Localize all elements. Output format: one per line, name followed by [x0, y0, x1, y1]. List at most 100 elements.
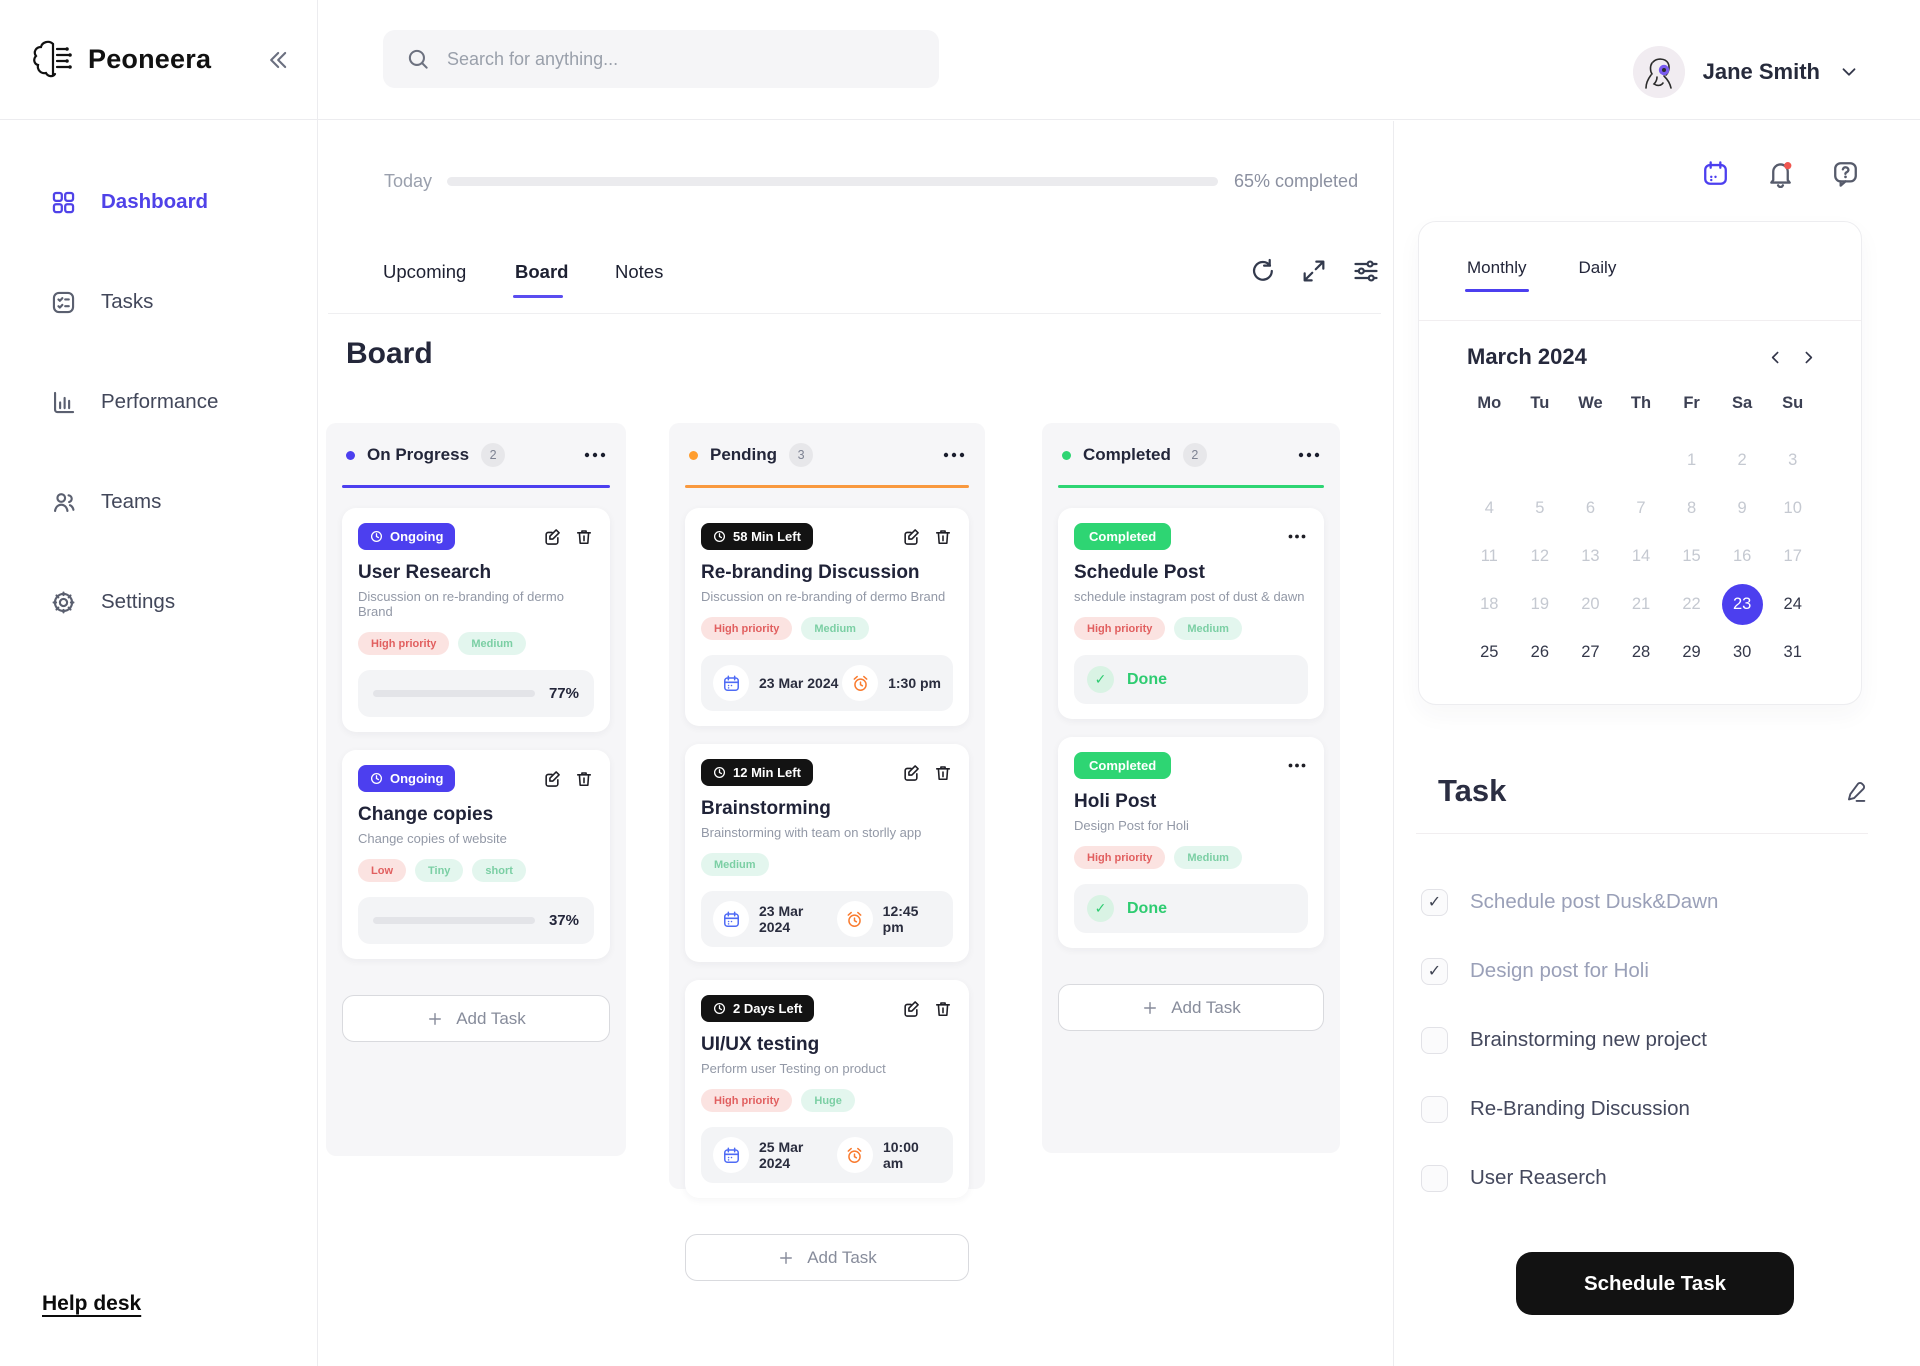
- pencil-edit-icon[interactable]: [1843, 779, 1868, 804]
- edit-icon[interactable]: [901, 763, 921, 783]
- sidebar-item-dashboard[interactable]: Dashboard: [0, 178, 317, 226]
- calendar-day[interactable]: 12: [1530, 547, 1550, 565]
- edit-icon[interactable]: [901, 527, 921, 547]
- tab-daily[interactable]: Daily: [1578, 258, 1617, 277]
- calendar-day[interactable]: 8: [1686, 499, 1697, 517]
- help-desk-link[interactable]: Help desk: [42, 1292, 142, 1315]
- task-card[interactable]: Completed Schedule Post schedule instagr…: [1058, 508, 1324, 719]
- calendar-day[interactable]: 22: [1682, 595, 1701, 613]
- task-card[interactable]: Ongoing Change copies: [342, 750, 610, 959]
- search-input[interactable]: [447, 48, 917, 70]
- help-icon[interactable]: [1831, 159, 1860, 188]
- task-item[interactable]: Design post for Holi: [1421, 946, 1890, 996]
- card-menu-icon[interactable]: [1288, 527, 1308, 547]
- notifications-bell-icon[interactable]: [1766, 159, 1795, 188]
- filter-sliders-icon[interactable]: [1352, 257, 1380, 285]
- task-card[interactable]: Ongoing User Research: [342, 508, 610, 732]
- calendar-day[interactable]: 27: [1581, 643, 1600, 661]
- column-menu-icon[interactable]: [584, 452, 606, 458]
- tab-board[interactable]: Board: [515, 261, 569, 282]
- sidebar-item-settings[interactable]: Settings: [0, 578, 317, 626]
- calendar-day[interactable]: 11: [1480, 547, 1498, 565]
- edit-icon[interactable]: [901, 999, 921, 1019]
- checkbox[interactable]: [1421, 957, 1448, 985]
- sidebar-item-tasks[interactable]: Tasks: [0, 278, 317, 326]
- card-title: UI/UX testing: [701, 1034, 820, 1055]
- calendar-day[interactable]: 24: [1783, 595, 1802, 613]
- calendar-day[interactable]: 21: [1631, 595, 1651, 613]
- calendar-day-selected[interactable]: 23: [1717, 584, 1768, 625]
- refresh-icon[interactable]: [1248, 257, 1276, 285]
- task-item[interactable]: Brainstorming new project: [1421, 1015, 1890, 1065]
- sidebar-collapse-icon[interactable]: [263, 46, 291, 74]
- calendar-day[interactable]: 6: [1585, 499, 1596, 517]
- calendar-day[interactable]: 14: [1631, 547, 1651, 565]
- task-card[interactable]: 12 Min Left Brainstormin: [685, 744, 969, 962]
- task-card[interactable]: Completed Holi Post Design Post for Holi: [1058, 737, 1324, 948]
- tag: Medium: [1174, 617, 1242, 640]
- add-task-button[interactable]: Add Task: [685, 1234, 969, 1281]
- trash-icon[interactable]: [933, 999, 953, 1019]
- calendar-day[interactable]: 7: [1636, 499, 1646, 517]
- add-task-button[interactable]: Add Task: [342, 995, 610, 1042]
- calendar-day[interactable]: 1: [1686, 451, 1697, 469]
- done-label: Done: [1127, 899, 1167, 917]
- calendar-icon[interactable]: [1701, 159, 1730, 188]
- calendar-day[interactable]: 15: [1682, 547, 1701, 565]
- task-item[interactable]: User Reaserch: [1421, 1153, 1890, 1203]
- card-date: 23 Mar 2024: [759, 903, 804, 935]
- task-item-label: Schedule post Dusk&Dawn: [1470, 890, 1719, 913]
- tasks-checklist-icon: [50, 289, 77, 316]
- column-completed: Completed 2 Completed: [1042, 423, 1340, 1153]
- task-item[interactable]: Schedule post Dusk&Dawn: [1421, 877, 1890, 927]
- column-menu-icon[interactable]: [1298, 452, 1320, 458]
- calendar-day[interactable]: 20: [1581, 595, 1600, 613]
- checkbox[interactable]: [1421, 888, 1448, 916]
- calendar-day[interactable]: 25: [1480, 643, 1499, 661]
- task-item[interactable]: Re-Branding Discussion: [1421, 1084, 1890, 1134]
- trash-icon[interactable]: [574, 769, 594, 789]
- prev-month-icon[interactable]: [1767, 349, 1784, 366]
- trash-icon[interactable]: [933, 763, 953, 783]
- performance-chart-icon: [50, 389, 77, 416]
- calendar-day[interactable]: 19: [1530, 595, 1550, 613]
- user-menu[interactable]: Jane Smith: [1632, 46, 1860, 98]
- calendar-day[interactable]: 17: [1783, 547, 1802, 565]
- calendar-day[interactable]: 3: [1788, 451, 1798, 469]
- task-card[interactable]: 2 Days Left UI/UX testin: [685, 980, 969, 1198]
- task-card[interactable]: 58 Min Left Re-branding: [685, 508, 969, 726]
- column-menu-icon[interactable]: [943, 452, 965, 458]
- trash-icon[interactable]: [574, 527, 594, 547]
- calendar-day[interactable]: 26: [1530, 643, 1550, 661]
- expand-icon[interactable]: [1300, 257, 1328, 285]
- calendar-day[interactable]: 4: [1484, 499, 1494, 517]
- calendar-day[interactable]: 18: [1480, 595, 1499, 613]
- next-month-icon[interactable]: [1800, 349, 1817, 366]
- calendar-day[interactable]: 29: [1682, 643, 1701, 661]
- calendar-day[interactable]: 2: [1737, 451, 1747, 469]
- tab-notes[interactable]: Notes: [615, 261, 664, 282]
- calendar-day[interactable]: 31: [1783, 643, 1802, 661]
- search-bar[interactable]: [383, 30, 939, 88]
- calendar-day[interactable]: 5: [1535, 499, 1545, 517]
- calendar-day[interactable]: 30: [1732, 643, 1752, 661]
- sidebar-item-performance[interactable]: Performance: [0, 378, 317, 426]
- calendar-day[interactable]: 13: [1581, 547, 1600, 565]
- calendar-day[interactable]: 28: [1631, 643, 1651, 661]
- plus-icon: [426, 1010, 444, 1028]
- calendar-day[interactable]: 16: [1732, 547, 1752, 565]
- card-menu-icon[interactable]: [1288, 756, 1308, 776]
- trash-icon[interactable]: [933, 527, 953, 547]
- checkbox[interactable]: [1421, 1164, 1448, 1192]
- edit-icon[interactable]: [542, 769, 562, 789]
- calendar-day[interactable]: 10: [1783, 499, 1802, 517]
- tab-upcoming[interactable]: Upcoming: [383, 261, 467, 282]
- calendar-day[interactable]: 9: [1737, 499, 1747, 517]
- add-task-button[interactable]: Add Task: [1058, 984, 1324, 1031]
- sidebar-item-teams[interactable]: Teams: [0, 478, 317, 526]
- checkbox[interactable]: [1421, 1026, 1448, 1054]
- edit-icon[interactable]: [542, 527, 562, 547]
- tab-monthly[interactable]: Monthly: [1465, 258, 1529, 292]
- schedule-task-button[interactable]: Schedule Task: [1516, 1252, 1794, 1315]
- checkbox[interactable]: [1421, 1095, 1448, 1123]
